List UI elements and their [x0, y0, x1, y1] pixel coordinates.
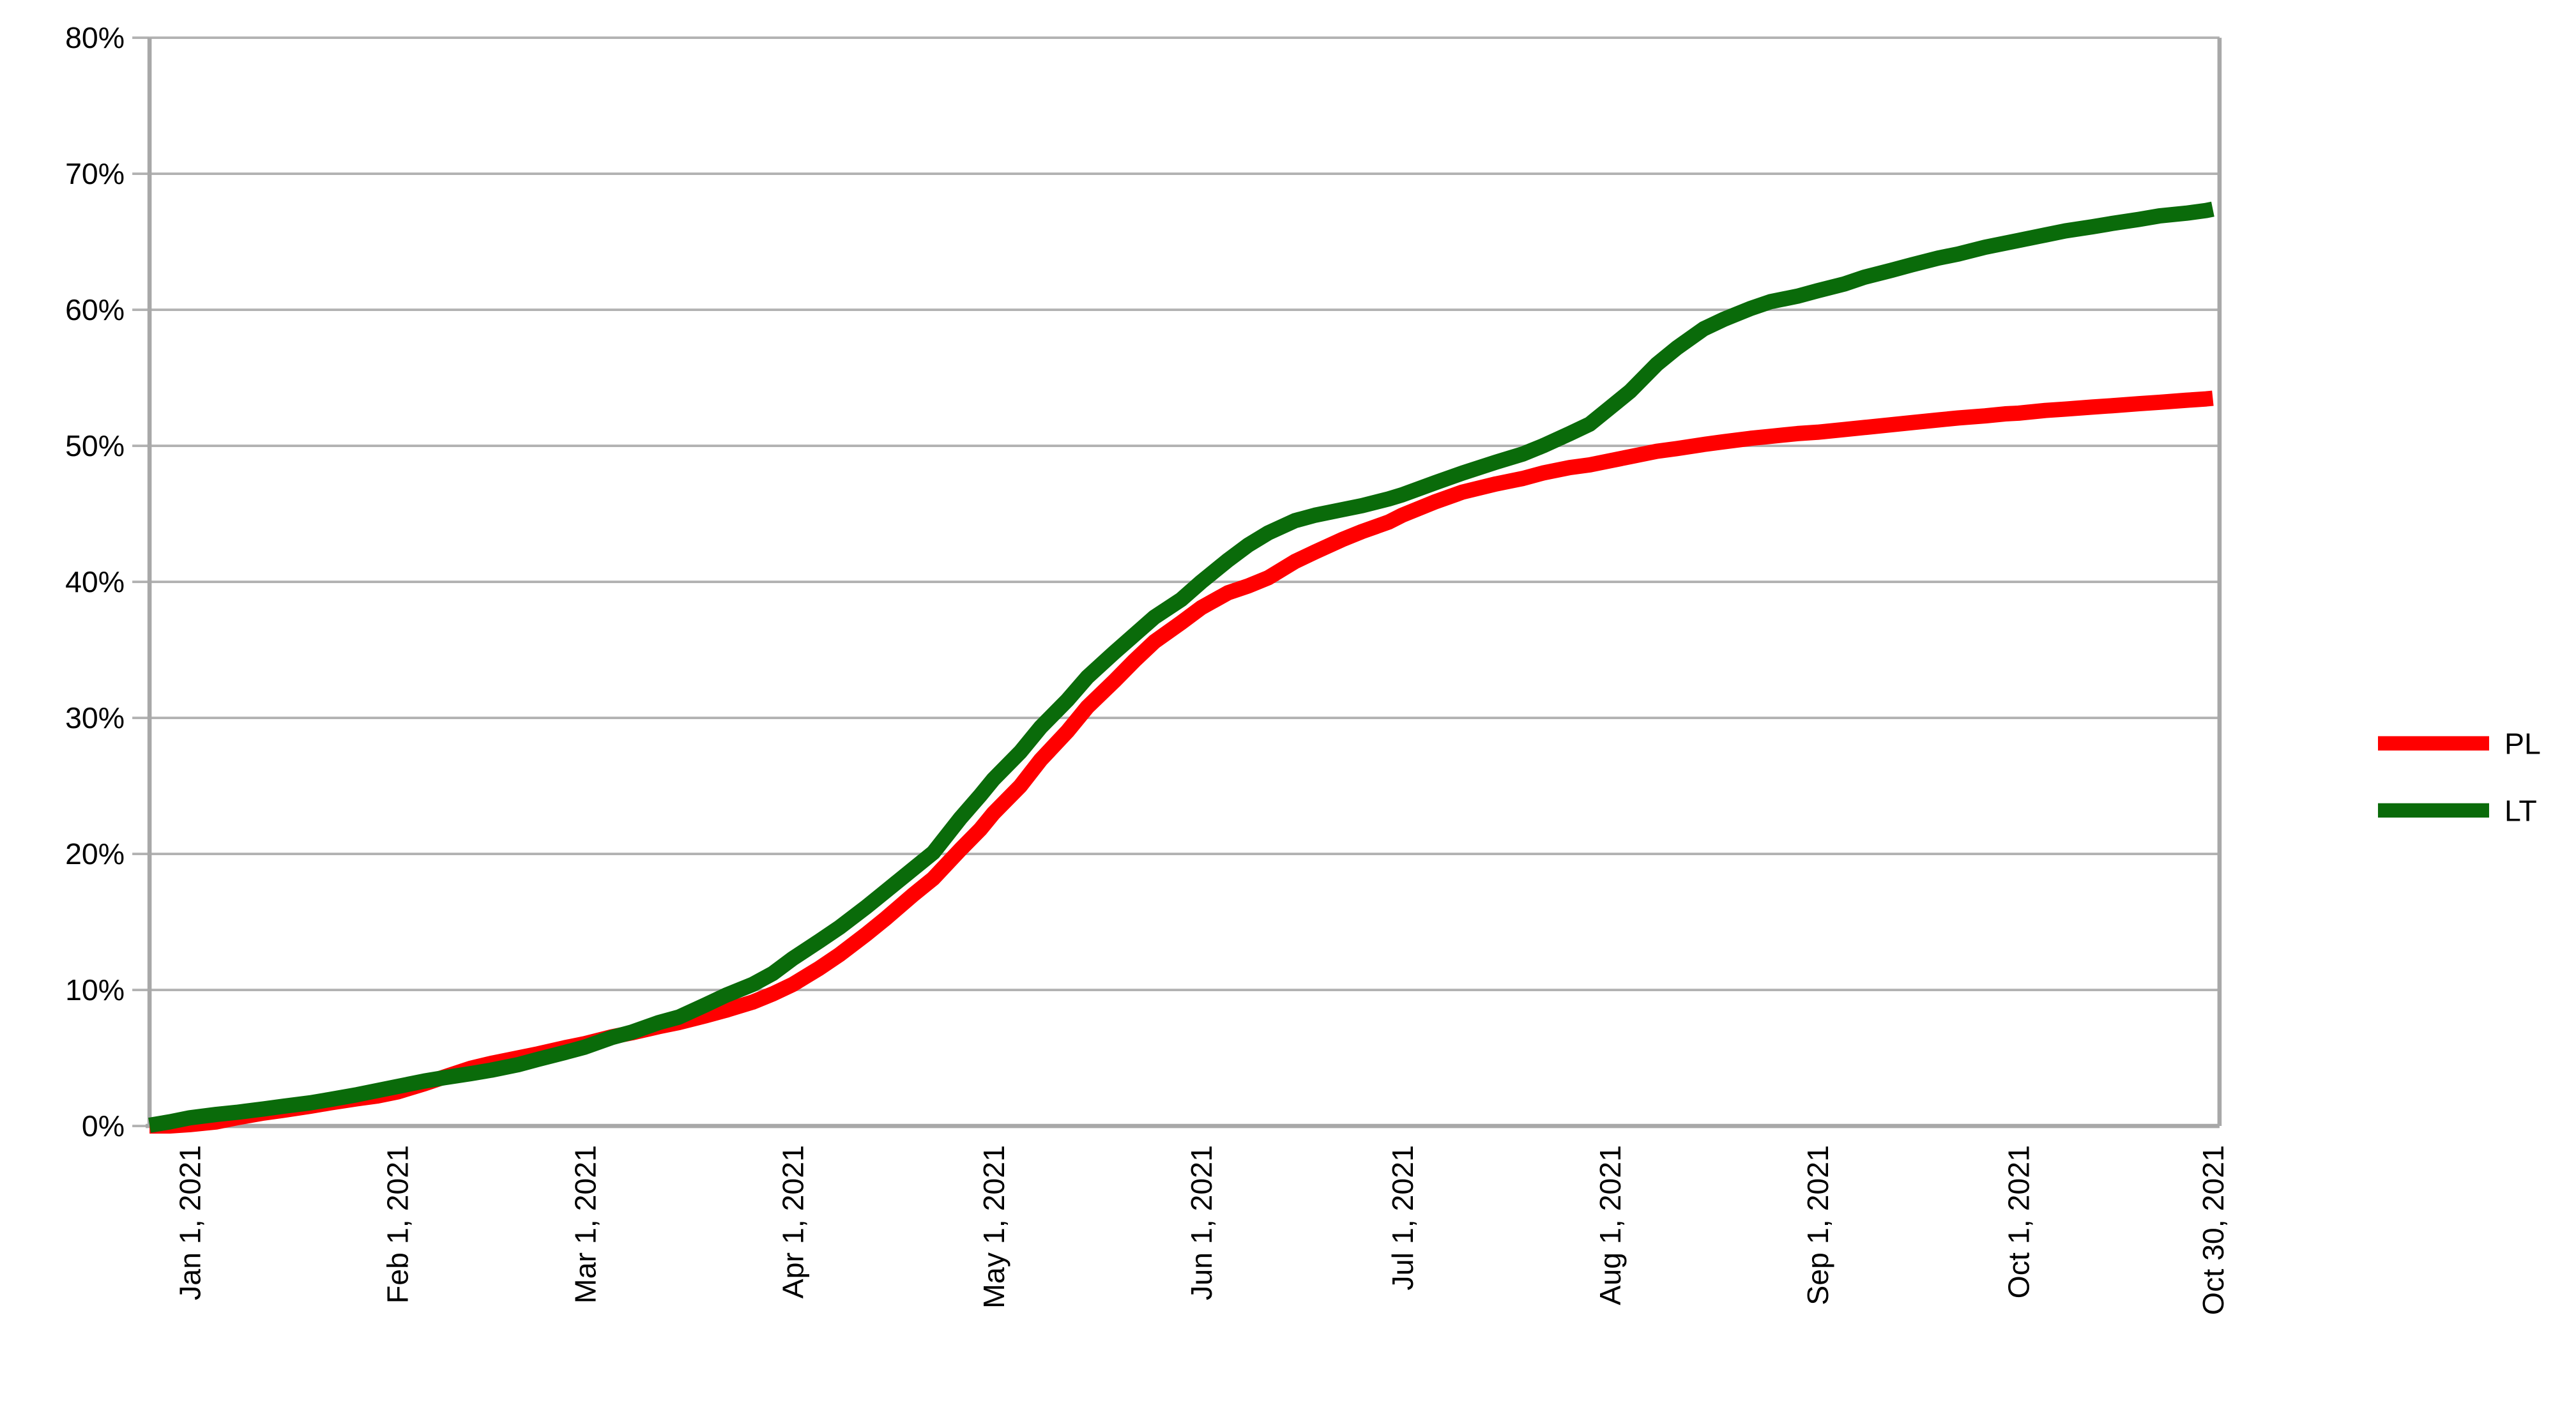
- legend-swatch-pl: [2377, 736, 2489, 751]
- x-axis-tick-labels: Jan 1, 2021 Feb 1, 2021 Mar 1, 2021 Apr 1, …: [174, 1145, 2230, 1315]
- axes: [146, 38, 2222, 1128]
- x-axis-label: Apr 1, 2021: [776, 1145, 809, 1298]
- x-axis-label: Sep 1, 2021: [1801, 1145, 1834, 1305]
- x-axis-label: Jun 1, 2021: [1185, 1145, 1218, 1300]
- series-line-lt: [148, 201, 2214, 1133]
- legend: PL LT: [2377, 727, 2541, 827]
- x-axis-label: Jan 1, 2021: [174, 1145, 207, 1300]
- x-axis-label: Oct 30, 2021: [2197, 1145, 2230, 1315]
- y-axis-tick-labels: 0% 10% 20% 30% 40% 50% 60% 70% 80%: [65, 21, 125, 1143]
- x-axis-label: Mar 1, 2021: [568, 1145, 602, 1303]
- y-axis-label: 10%: [65, 973, 125, 1007]
- legend-label-pl: PL: [2504, 727, 2541, 760]
- gridlines: [132, 36, 2220, 1127]
- y-axis-label: 0%: [82, 1109, 125, 1143]
- x-axis-label: Feb 1, 2021: [381, 1145, 415, 1303]
- y-axis-label: 60%: [65, 293, 125, 326]
- y-axis-label: 30%: [65, 701, 125, 734]
- legend-swatch-lt: [2377, 803, 2489, 818]
- series-line-pl: [149, 390, 2214, 1134]
- y-axis-label: 80%: [65, 21, 125, 54]
- series-lines: [148, 201, 2214, 1134]
- x-axis-label: Jul 1, 2021: [1386, 1145, 1419, 1290]
- y-axis-label: 40%: [65, 565, 125, 598]
- x-axis-label: Oct 1, 2021: [2002, 1145, 2036, 1298]
- x-axis-label: Aug 1, 2021: [1594, 1145, 1627, 1305]
- x-axis-label: May 1, 2021: [977, 1145, 1010, 1309]
- y-axis-label: 70%: [65, 157, 125, 190]
- y-axis-label: 20%: [65, 837, 125, 870]
- y-axis-label: 50%: [65, 429, 125, 462]
- legend-label-lt: LT: [2504, 794, 2537, 827]
